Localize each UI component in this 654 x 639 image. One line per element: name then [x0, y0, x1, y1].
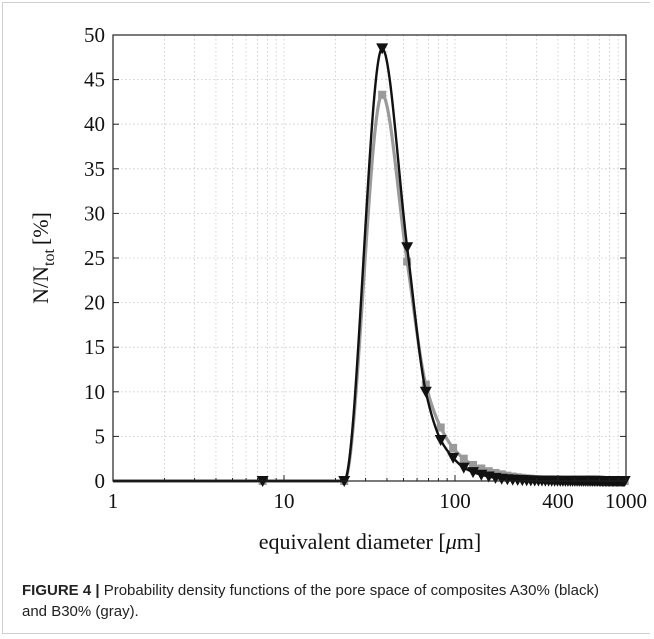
x-tick-label: 1 — [108, 489, 119, 513]
series-marker-triangle — [457, 462, 470, 474]
series-marker-square — [421, 380, 430, 389]
caption-text: Probability density functions of the por… — [22, 582, 599, 620]
series-marker-square — [403, 257, 412, 266]
x-axis-label: equivalent diameter [μm] — [259, 529, 481, 554]
y-tick-label: 5 — [95, 424, 106, 448]
y-axis-label-unit: [%] — [28, 212, 53, 245]
series-marker-square — [449, 443, 458, 452]
series-marker-triangle — [376, 43, 389, 55]
series-marker-square — [469, 460, 478, 469]
chart: 0 5 10 15 20 25 30 35 40 45 50 1 10 100 400 1000 N/Ntot… — [28, 23, 647, 554]
y-tick-label: 15 — [84, 335, 105, 359]
series-marker-triangle — [401, 242, 414, 254]
x-tick-label: 1000 — [605, 489, 647, 513]
series-marker-square — [484, 467, 493, 476]
x-axis-label-unit: m] — [457, 529, 481, 554]
figure-frame — [2, 2, 650, 634]
figure-caption: FIGURE 4 | Probability density functions… — [22, 580, 622, 622]
series-marker-square — [378, 90, 387, 99]
x-tick-label: 10 — [274, 489, 295, 513]
x-axis-label-main: equivalent diameter [ — [259, 529, 446, 554]
axes: 0 5 10 15 20 25 30 35 40 45 50 1 10 100 400 1000 — [84, 23, 647, 513]
y-tick-label: 45 — [84, 68, 105, 92]
y-axis-label: N/Ntot [%] — [28, 212, 58, 304]
series-marker-triangle — [434, 434, 447, 446]
series-marker-square — [459, 454, 468, 463]
y-tick-label: 35 — [84, 157, 105, 181]
y-axis-label-sub: tot — [41, 249, 58, 266]
y-tick-label: 10 — [84, 380, 105, 404]
y-tick-label: 0 — [95, 469, 106, 493]
series-line — [113, 47, 626, 483]
y-tick-label: 20 — [84, 291, 105, 315]
series-marker-triangle — [419, 386, 432, 398]
y-tick-label: 30 — [84, 201, 105, 225]
x-tick-label: 400 — [542, 489, 574, 513]
series-marker-square — [477, 464, 486, 473]
caption-label: FIGURE 4 | — [22, 582, 100, 599]
y-tick-label: 50 — [84, 23, 105, 47]
series-marker-triangle — [447, 452, 460, 464]
x-axis-label-mu: μ — [445, 529, 457, 554]
y-tick-label: 40 — [84, 112, 105, 136]
x-tick-label: 100 — [439, 489, 471, 513]
y-tick-label: 25 — [84, 246, 105, 270]
series-layer — [113, 43, 631, 487]
y-axis-label-main: N/N — [28, 266, 53, 304]
grid — [113, 35, 626, 481]
series-marker-square — [436, 423, 445, 432]
